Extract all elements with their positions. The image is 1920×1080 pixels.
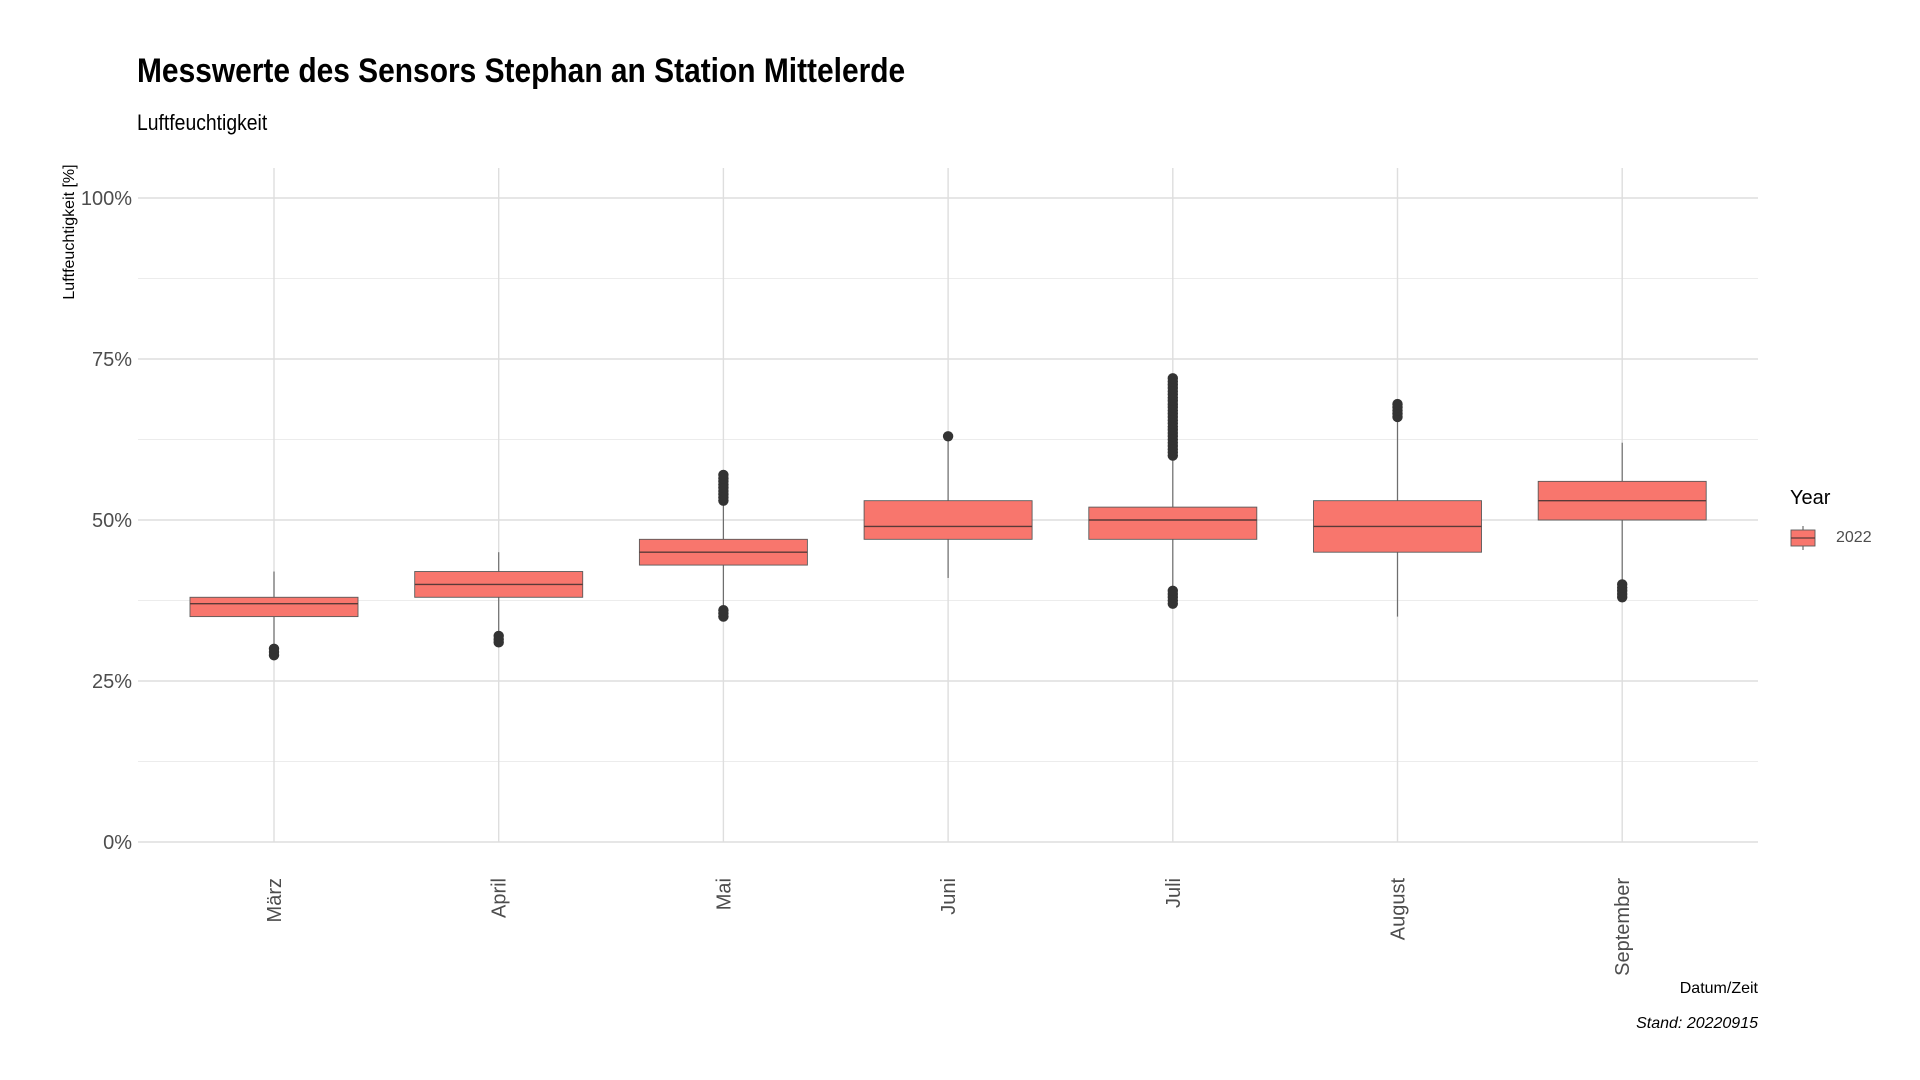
y-tick-label: 50%	[92, 510, 132, 532]
outlier-point	[1617, 579, 1628, 590]
x-tick-label: April	[489, 878, 511, 918]
box-body	[863, 500, 1033, 540]
x-tick-label: September	[1612, 878, 1634, 976]
box-body	[1088, 506, 1258, 540]
legend-title: Year	[1790, 487, 1831, 509]
box-mai	[638, 469, 808, 622]
y-axis-ticks: 0% 25% 50% 75% 100%	[81, 188, 132, 854]
legend: Year 2022	[1790, 487, 1872, 550]
chart-caption: Stand: 20220915	[1636, 1015, 1758, 1032]
legend-key	[1790, 526, 1816, 550]
x-tick-label: August	[1388, 878, 1410, 941]
legend-label-2022: 2022	[1836, 529, 1872, 546]
y-tick-label: 25%	[92, 671, 132, 693]
x-axis-ticks: März April Mai Juni Juli August September	[264, 878, 1634, 976]
x-tick-label: März	[264, 878, 286, 922]
outlier-point	[493, 630, 504, 642]
x-tick-label: Mai	[713, 878, 735, 910]
box-juli	[1088, 373, 1258, 609]
outlier-point	[942, 431, 954, 442]
box-body	[189, 596, 359, 618]
y-tick-label: 0%	[103, 832, 132, 854]
outlier-point	[268, 643, 280, 654]
box-märz	[189, 571, 359, 661]
box-september	[1537, 442, 1707, 603]
outlier-point	[1167, 373, 1179, 384]
x-axis-title: Datum/Zeit	[1680, 980, 1759, 997]
box-juni	[863, 431, 1033, 578]
outlier-point	[1167, 585, 1179, 597]
y-tick-label: 100%	[81, 188, 132, 210]
box-august	[1313, 398, 1482, 617]
x-tick-label: Juli	[1163, 878, 1185, 908]
outlier-point	[718, 604, 729, 616]
outlier-point	[1392, 398, 1403, 410]
y-axis-title: Luftfeuchtigkeit [%]	[61, 164, 78, 299]
x-tick-label: Juni	[938, 878, 960, 915]
box-series	[189, 373, 1707, 661]
chart-subtitle: Luftfeuchtigkeit	[137, 110, 268, 135]
box-april	[414, 552, 584, 648]
outlier-point	[718, 469, 729, 481]
chart-title: Messwerte des Sensors Stephan an Station…	[137, 52, 906, 90]
y-tick-label: 75%	[92, 349, 132, 371]
